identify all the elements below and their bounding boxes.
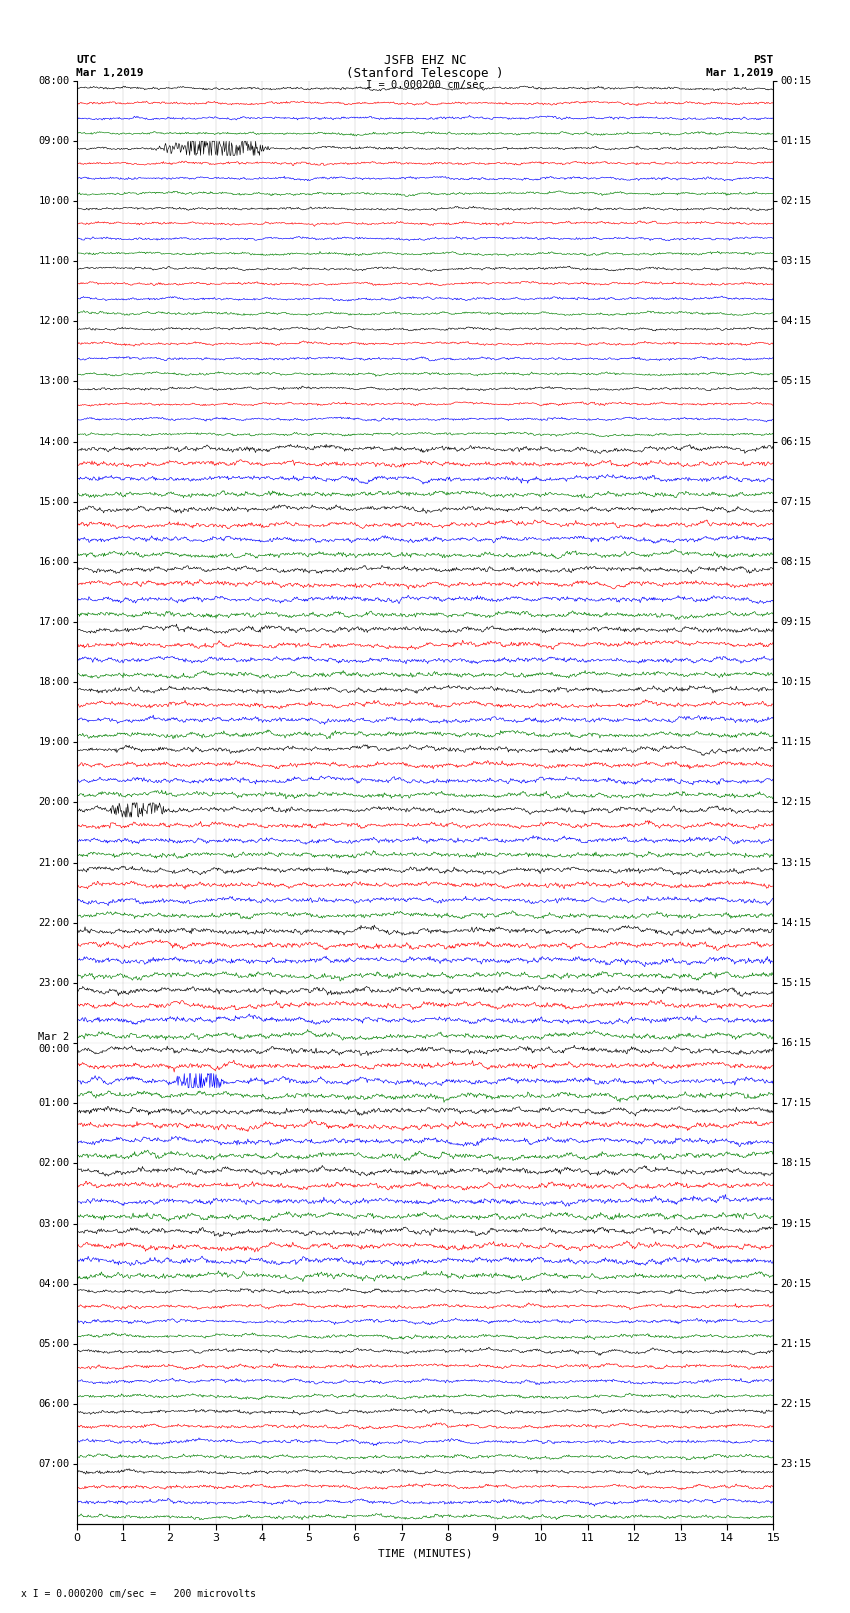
Text: Mar 1,2019: Mar 1,2019 xyxy=(706,68,774,79)
Text: (Stanford Telescope ): (Stanford Telescope ) xyxy=(346,66,504,81)
Text: Mar 1,2019: Mar 1,2019 xyxy=(76,68,144,79)
Text: UTC: UTC xyxy=(76,55,97,66)
Text: I = 0.000200 cm/sec: I = 0.000200 cm/sec xyxy=(366,79,484,90)
Text: PST: PST xyxy=(753,55,774,66)
Text: JSFB EHZ NC: JSFB EHZ NC xyxy=(383,53,467,68)
X-axis label: TIME (MINUTES): TIME (MINUTES) xyxy=(377,1548,473,1558)
Text: x I = 0.000200 cm/sec =   200 microvolts: x I = 0.000200 cm/sec = 200 microvolts xyxy=(21,1589,256,1598)
